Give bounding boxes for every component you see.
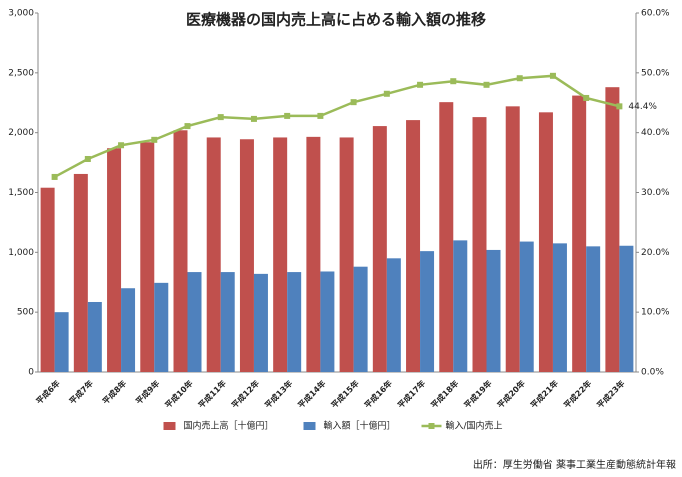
line-marker (417, 81, 424, 88)
bar (154, 282, 169, 372)
line-marker (450, 78, 457, 85)
bar (538, 112, 553, 372)
value-label: 44.4% (628, 102, 657, 112)
bar (206, 137, 221, 372)
line-marker (250, 115, 257, 122)
line (54, 74, 620, 179)
bar (54, 312, 69, 372)
line-marker (51, 173, 58, 180)
y2-tick-label: 40.0% (641, 128, 670, 138)
bar (353, 266, 368, 372)
line-marker (284, 112, 291, 119)
y2-tick-label: 60.0% (641, 9, 670, 19)
y2-tick-label: 50.0% (641, 68, 670, 78)
legend-label: 輸入/国内売上 (446, 420, 503, 432)
y-tick-label: 2,500 (8, 68, 34, 78)
y-tick-label: 1,000 (8, 248, 34, 258)
line-marker (516, 75, 523, 82)
bar (505, 106, 520, 372)
legend-label: 輸入額［十億円］ (324, 420, 396, 432)
line-marker (549, 72, 556, 79)
y-tick-label: 500 (17, 308, 34, 318)
bar (420, 251, 435, 372)
bar (287, 272, 302, 372)
bar (107, 148, 122, 372)
bar (453, 240, 468, 372)
y2-tick-label: 0.0% (641, 368, 664, 378)
line-marker (184, 123, 191, 130)
bar (619, 245, 634, 372)
bar (239, 139, 254, 372)
bar (486, 249, 501, 372)
line-marker (118, 142, 125, 149)
bar (253, 273, 268, 372)
bar (140, 142, 155, 372)
bar (586, 246, 601, 372)
y-tick-label: 0 (28, 368, 34, 378)
line-marker (217, 114, 224, 121)
bar (187, 272, 202, 372)
line-marker (583, 94, 590, 101)
bar (273, 137, 288, 372)
bar (552, 243, 567, 372)
bar (406, 120, 421, 372)
bar (40, 187, 55, 372)
bar (339, 137, 354, 372)
line-marker (383, 90, 390, 97)
source-note: 出所：厚生労働省 薬事工業生産動態統計年報 (473, 458, 676, 471)
bar (386, 258, 401, 372)
line-marker (483, 81, 490, 88)
bar (372, 126, 387, 373)
bar (173, 130, 188, 372)
y-tick-label: 3,000 (8, 9, 34, 19)
legend-marker (428, 423, 435, 429)
legend-swatch (303, 422, 316, 430)
legend-swatch (163, 422, 176, 430)
chart-title: 医療機器の国内売上高に占める輸入額の推移 (186, 11, 486, 29)
y2-tick-label: 10.0% (641, 308, 670, 318)
bar (87, 301, 102, 372)
bar (306, 136, 321, 372)
bar (439, 102, 454, 372)
legend-label: 国内売上高［十億円］ (184, 420, 274, 432)
bar (472, 117, 487, 372)
line-marker (350, 99, 357, 106)
bar (121, 288, 136, 372)
y-tick-label: 2,000 (8, 128, 34, 138)
line-marker (317, 112, 324, 119)
y2-tick-label: 30.0% (641, 188, 670, 198)
y2-tick-label: 20.0% (641, 248, 670, 258)
bar (605, 87, 620, 373)
bar (320, 271, 335, 372)
line-marker (151, 136, 158, 143)
bar (73, 173, 88, 372)
bar (220, 272, 235, 372)
y-tick-label: 1,500 (8, 188, 34, 198)
line-marker (616, 103, 623, 110)
line-marker (84, 155, 91, 162)
bar (572, 95, 587, 372)
bar (519, 241, 534, 372)
